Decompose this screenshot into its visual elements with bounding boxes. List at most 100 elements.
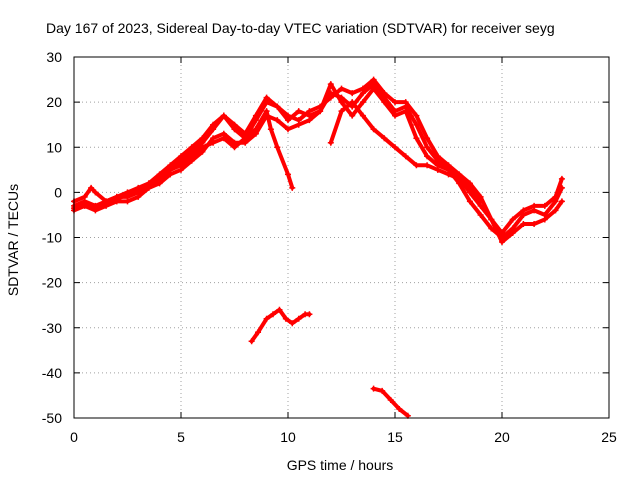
data-point [338,85,345,92]
x-tick-label: 5 [177,429,185,445]
data-point [338,99,345,106]
data-point [178,162,184,169]
data-point [392,144,398,151]
data-point [327,139,334,146]
data-point [509,229,516,236]
data-point [263,94,270,101]
data-point [255,329,262,336]
data-point [466,198,473,205]
data-point [520,220,527,227]
data-point [445,171,452,178]
data-point [359,112,366,119]
data-point [263,108,270,115]
data-point [392,112,398,119]
data-point [188,144,195,151]
data-point [488,225,495,232]
data-point [317,103,324,110]
data-point [402,99,409,106]
y-tick-label: 20 [46,94,62,110]
data-point [499,239,505,246]
data-point [456,175,463,182]
chart-title: Day 167 of 2023, Sidereal Day-to-day VTE… [46,20,555,36]
y-tick-label: -50 [42,410,62,426]
data-point [267,126,274,133]
data-point [252,112,259,119]
x-tick-label: 15 [387,429,403,445]
data-point [252,126,259,133]
data-point [338,108,345,115]
data-point [306,311,313,318]
data-point [531,202,538,209]
data-point [499,229,505,236]
y-axis-label: SDTVAR / TECUs [5,184,21,296]
data-point [402,153,409,160]
y-tick-label: -20 [42,275,62,291]
data-point [327,81,334,88]
data-point [274,117,281,124]
data-point [531,220,538,227]
data-point [558,175,565,182]
data-point [402,108,409,115]
y-tick-label: -40 [42,365,62,381]
data-point [178,153,184,160]
data-point [541,216,548,223]
data-point [424,135,431,142]
data-point [424,162,431,169]
series-track-6 [249,307,312,344]
plot-frame [73,56,610,419]
y-tick-label: 10 [46,139,62,155]
data-point [135,187,142,194]
data-point [413,112,420,119]
data-point [210,121,217,128]
data-point [231,121,238,128]
data-point [306,108,313,115]
data-point [199,135,206,142]
data-point [370,385,377,392]
data-point [370,126,377,133]
data-point [248,338,255,345]
data-point [167,166,174,173]
data-point [477,198,484,205]
data-point [552,193,559,200]
x-tick-label: 10 [280,429,296,445]
data-point [274,144,281,151]
series-layer [71,76,565,419]
data-point [327,94,334,101]
data-point [124,198,131,205]
data-point [445,162,452,169]
data-point [381,90,388,97]
data-point [306,117,313,124]
x-tick-label: 0 [70,429,78,445]
data-point [285,171,291,178]
data-point [434,166,441,173]
data-point [103,200,110,207]
data-point [113,196,120,203]
data-point [295,117,302,124]
data-point [274,103,281,110]
data-point [396,405,403,412]
data-point [270,311,277,318]
data-point [359,85,366,92]
data-point [220,112,227,119]
data-point [387,396,394,403]
data-point [488,216,495,223]
data-point [359,99,366,106]
data-point [477,211,484,218]
data-point [379,387,386,394]
data-point [381,135,388,142]
data-point [124,191,131,198]
data-point [349,112,356,119]
data-point [466,184,473,191]
y-tick-label: 30 [46,49,62,65]
data-point [558,198,565,205]
data-point [520,207,527,214]
data-point [381,99,388,106]
data-point [81,193,88,200]
data-point [276,306,283,313]
data-point [370,85,377,92]
data-point [92,205,99,212]
data-point [424,153,431,160]
data-point [392,99,398,106]
data-point [552,207,559,214]
